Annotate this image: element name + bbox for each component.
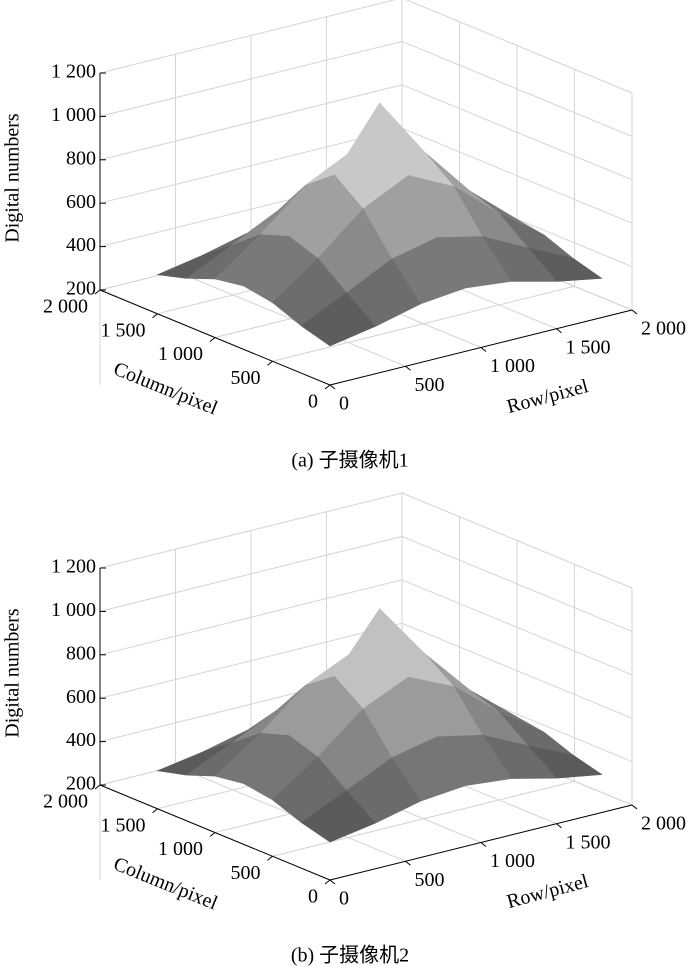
x-tick-label: 1 500: [101, 319, 146, 341]
x-tick-label: 500: [231, 862, 261, 884]
y-tick-label: 1 000: [490, 850, 535, 872]
z-tick-label: 200: [66, 278, 96, 300]
x-tick-label: 2 000: [43, 296, 88, 318]
z-tick-label: 600: [66, 191, 96, 213]
z-tick-label: 400: [66, 234, 96, 256]
tick-mark: [324, 879, 331, 885]
x-tick-label: 0: [308, 886, 318, 908]
caption: (a) 子摄像机1: [291, 449, 408, 472]
z-tick-label: 1 000: [51, 104, 96, 126]
y-tick-label: 500: [415, 374, 445, 396]
x-tick-label: 1 500: [101, 814, 146, 836]
y-tick-label: 2 000: [641, 813, 686, 835]
z-tick-label: 1 200: [51, 61, 96, 83]
x-tick-label: 1 000: [158, 838, 203, 860]
x-axis-label: Column/pixel: [110, 358, 221, 420]
tick-mark: [631, 309, 638, 315]
y-tick-label: 0: [339, 888, 349, 910]
tick-mark: [152, 808, 158, 814]
z-tick-label: 1 000: [51, 599, 96, 621]
caption: (b) 子摄像机2: [291, 944, 409, 967]
tick-mark: [556, 823, 562, 829]
tick-mark: [209, 337, 216, 342]
tick-mark: [94, 289, 101, 295]
surface-patch: [300, 292, 376, 347]
tick-mark: [405, 365, 411, 371]
tick-mark: [480, 842, 487, 847]
y-axis-label: Row/pixel: [505, 375, 592, 418]
z-tick-label: 800: [66, 147, 96, 169]
panel: 200 400 600 800 1 000 1 200 0 500 1 000 1 500 2 00…: [2, 492, 686, 967]
tick-mark: [94, 784, 101, 790]
y-tick-label: 1 500: [566, 336, 611, 358]
x-tick-label: 1 000: [158, 343, 203, 365]
z-tick-label: 800: [66, 642, 96, 664]
tick-mark: [267, 855, 273, 861]
y-tick-label: 1 500: [566, 831, 611, 853]
tick-mark: [329, 879, 336, 885]
tick-mark: [324, 384, 331, 390]
grid-line: [175, 270, 406, 367]
x-tick-label: 500: [231, 367, 261, 389]
tick-mark: [329, 384, 336, 390]
x-tick-label: 0: [308, 391, 318, 413]
z-tick-label: 1 200: [51, 556, 96, 578]
z-axis-label: Digital numbers: [2, 113, 24, 243]
z-tick-label: 200: [66, 773, 96, 795]
y-tick-label: 0: [339, 393, 349, 415]
surface-patch: [300, 790, 376, 843]
y-axis-label: Row/pixel: [505, 870, 592, 913]
tick-mark: [267, 360, 273, 366]
tick-mark: [631, 804, 638, 810]
x-tick-label: 2 000: [43, 791, 88, 813]
z-tick-label: 400: [66, 729, 96, 751]
z-axis-label: Digital numbers: [2, 608, 24, 738]
x-axis-label: Column/pixel: [110, 853, 221, 915]
tick-mark: [152, 313, 158, 319]
y-tick-label: 500: [415, 869, 445, 891]
panel: 200 400 600 800 1 000 1 200 0 500 1 000 1 500 2 00…: [2, 0, 686, 472]
tick-mark: [209, 832, 216, 837]
tick-mark: [556, 328, 562, 334]
y-tick-label: 1 000: [490, 355, 535, 377]
y-tick-label: 2 000: [641, 318, 686, 340]
tick-mark: [480, 347, 487, 352]
z-tick-label: 600: [66, 686, 96, 708]
tick-mark: [405, 860, 411, 866]
